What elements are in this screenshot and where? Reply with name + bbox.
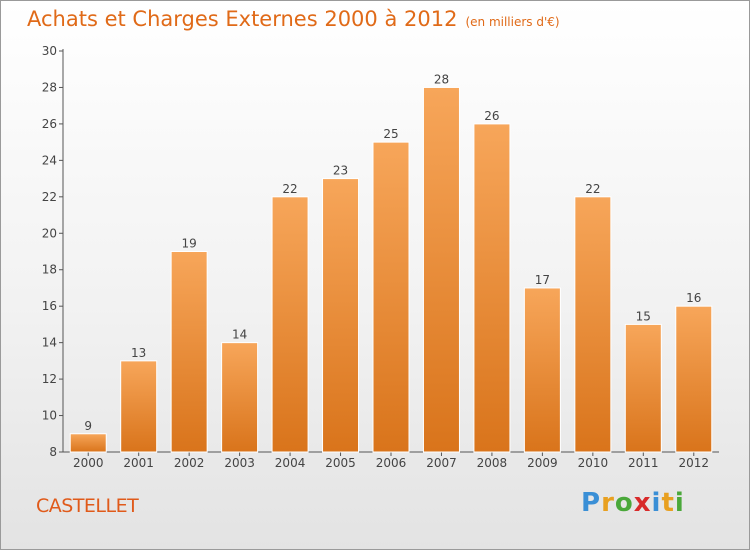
y-tick-label: 8 xyxy=(49,445,57,459)
bar-value-label: 13 xyxy=(131,346,146,360)
bar xyxy=(170,251,208,453)
logo-letter: r xyxy=(601,488,615,518)
bar-value-label: 28 xyxy=(434,72,449,86)
bar-value-label: 17 xyxy=(535,273,550,287)
x-tick-label: 2007 xyxy=(426,456,457,470)
bar-value-label: 14 xyxy=(232,328,247,342)
y-tick-label: 18 xyxy=(42,263,57,277)
y-tick-label: 28 xyxy=(42,80,57,94)
logo-letter: o xyxy=(614,488,634,518)
bar-value-label: 9 xyxy=(84,419,92,433)
y-tick-label: 10 xyxy=(42,409,57,423)
logo-letter: i xyxy=(651,488,662,518)
logo-letter: i xyxy=(674,488,685,518)
bar xyxy=(473,123,511,453)
x-tick-label: 2006 xyxy=(376,456,407,470)
y-tick-label: 26 xyxy=(42,117,57,131)
bar xyxy=(271,196,309,453)
x-tick-label: 2000 xyxy=(73,456,104,470)
chart-unit: (en milliers d'€) xyxy=(465,15,560,29)
y-tick-label: 22 xyxy=(42,190,57,204)
bar xyxy=(372,141,410,453)
logo-letter: P xyxy=(581,488,602,518)
logo-letter: t xyxy=(661,488,675,518)
bar-value-label: 19 xyxy=(182,237,197,251)
place-name: CASTELLET xyxy=(36,495,139,517)
bar xyxy=(120,360,158,453)
y-tick-label: 30 xyxy=(42,44,57,58)
bar xyxy=(422,86,460,453)
bar-value-label: 16 xyxy=(686,291,701,305)
bar-value-label: 26 xyxy=(484,109,499,123)
proxiti-logo: Proxiti xyxy=(581,488,685,518)
chart-title-text: Achats et Charges Externes 2000 à 2012 xyxy=(27,7,458,31)
x-tick-label: 2003 xyxy=(224,456,255,470)
bar xyxy=(322,178,360,453)
bar xyxy=(221,342,259,453)
bar xyxy=(69,433,107,453)
y-tick-label: 14 xyxy=(42,336,57,350)
x-tick-label: 2009 xyxy=(527,456,558,470)
y-tick-label: 16 xyxy=(42,299,57,313)
x-tick-label: 2008 xyxy=(477,456,508,470)
bar xyxy=(574,196,612,453)
x-tick-label: 2001 xyxy=(123,456,154,470)
x-tick-label: 2002 xyxy=(174,456,205,470)
bar-value-label: 25 xyxy=(383,127,398,141)
bar-value-label: 22 xyxy=(282,182,297,196)
x-tick-label: 2011 xyxy=(628,456,659,470)
x-tick-label: 2010 xyxy=(578,456,609,470)
bar-value-label: 15 xyxy=(636,309,651,323)
y-tick-label: 12 xyxy=(42,372,57,386)
x-tick-label: 2005 xyxy=(325,456,356,470)
x-tick-label: 2012 xyxy=(678,456,709,470)
bar-value-label: 23 xyxy=(333,164,348,178)
bar-value-label: 22 xyxy=(585,182,600,196)
chart-title: Achats et Charges Externes 2000 à 2012 (e… xyxy=(27,7,560,31)
bar xyxy=(523,287,561,453)
bar xyxy=(675,305,713,453)
logo-letter: x xyxy=(633,488,652,518)
x-tick-label: 2004 xyxy=(275,456,306,470)
y-tick-label: 24 xyxy=(42,153,57,167)
y-tick-label: 20 xyxy=(42,226,57,240)
bar xyxy=(624,323,662,453)
